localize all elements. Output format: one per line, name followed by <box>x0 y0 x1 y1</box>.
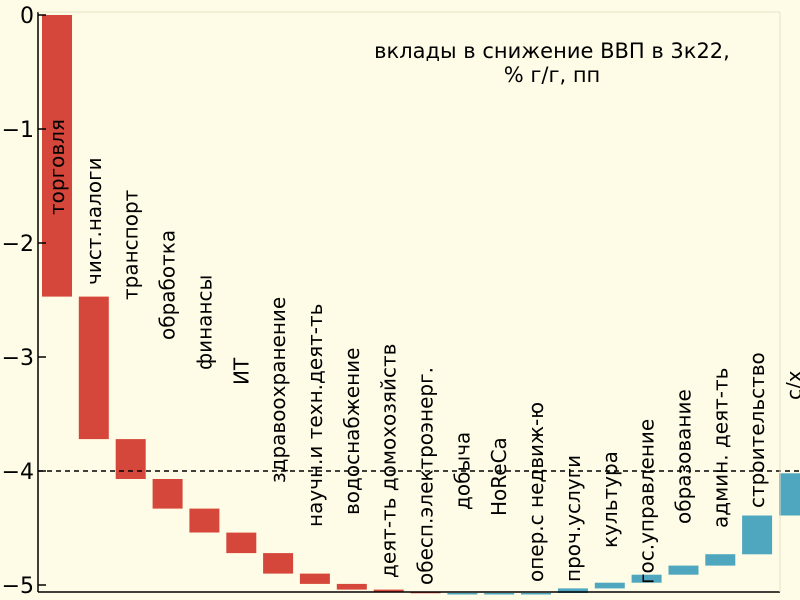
y-tick-label-5: −5 <box>2 574 34 599</box>
y-tick-label-1: −1 <box>2 118 34 143</box>
category-label-20: с/х <box>782 370 800 400</box>
category-label-14: проч.услуги <box>561 455 585 582</box>
chart-title-line-2: % г/г, пп <box>504 63 601 87</box>
bar-16 <box>631 574 662 583</box>
bar-17 <box>668 565 699 575</box>
category-label-0: торговля <box>45 119 69 215</box>
category-label-11: добыча <box>450 432 474 510</box>
category-label-18: админ. деят-ть <box>708 368 732 528</box>
bar-6 <box>263 553 294 574</box>
category-label-7: научн.и техн.деят-ть <box>303 304 327 527</box>
category-label-1: чист.налоги <box>82 157 106 285</box>
chart-title-line-1: вклады в снижение ВВП в 3к22, <box>374 39 730 63</box>
bar-14 <box>557 588 588 593</box>
bar-18 <box>705 554 736 566</box>
category-label-8: водоснабжение <box>340 348 364 515</box>
chart-title: вклады в снижение ВВП в 3к22, % г/г, пп <box>374 39 730 87</box>
bar-2 <box>115 439 146 479</box>
bar-19 <box>742 515 773 555</box>
bar-7 <box>299 573 330 584</box>
category-label-17: образование <box>672 389 696 524</box>
bar-4 <box>189 508 220 533</box>
y-tick-label-3: −3 <box>2 346 34 371</box>
category-label-13: опер.с недвиж-ю <box>524 402 548 582</box>
bar-15 <box>594 582 625 589</box>
y-tick-label-4: −4 <box>2 460 34 485</box>
bar-0 <box>42 15 72 297</box>
bar-1 <box>78 296 109 440</box>
bar-11 <box>447 593 478 595</box>
bar-13 <box>521 593 551 595</box>
category-label-10: обесп.электроэнерг. <box>414 367 438 585</box>
category-labels-group: торговля чист.налоги транспорт обработка фин… <box>45 119 800 585</box>
category-label-12: HoReCa <box>487 437 511 516</box>
bar-9 <box>373 589 404 592</box>
bar-3 <box>152 479 183 509</box>
category-label-5: ИТ <box>229 357 253 385</box>
bars-group <box>42 15 800 595</box>
category-label-3: обработка <box>156 230 180 340</box>
category-label-6: здравоохранение <box>266 297 290 483</box>
bar-12 <box>484 593 515 595</box>
category-label-4: финансы <box>192 275 216 370</box>
category-label-9: деят-ть домохозяйств <box>377 344 401 578</box>
y-tick-label-0: 0 <box>20 4 34 29</box>
category-label-16: гос.управление <box>635 419 659 584</box>
bar-5 <box>226 532 257 554</box>
bar-8 <box>336 583 367 590</box>
category-label-15: культура <box>598 451 622 548</box>
axes-group: 0 −1 −2 −3 −4 −5 <box>2 4 800 599</box>
category-label-19: строительство <box>745 352 769 508</box>
y-tick-label-2: −2 <box>2 232 34 257</box>
category-label-2: транспорт <box>119 189 143 300</box>
bar-20 <box>779 473 800 516</box>
